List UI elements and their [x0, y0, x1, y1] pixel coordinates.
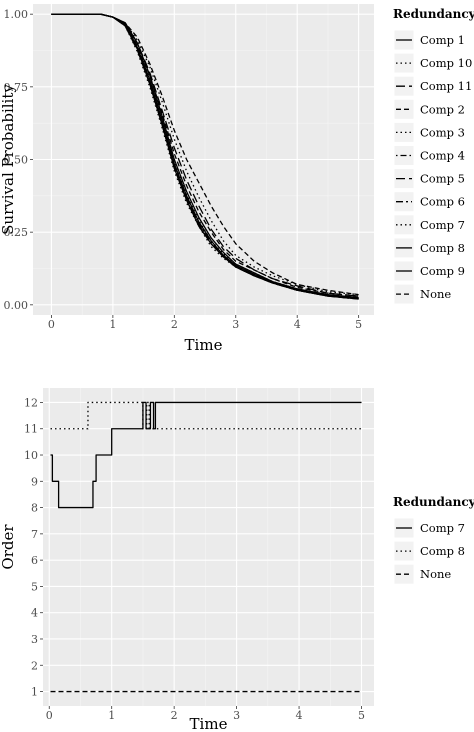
y-tick-label: 0.75: [4, 81, 29, 94]
legend-label: Comp 10: [420, 56, 472, 70]
y-tick-label: 5: [31, 580, 38, 593]
series-line-comp-6: [51, 13, 359, 300]
series-line-comp-7: [50, 401, 362, 509]
legend-key: [393, 121, 415, 143]
x-axis-title: Time: [190, 715, 228, 732]
x-tick-label: 0: [48, 318, 55, 331]
y-tick-label: 6: [31, 554, 38, 567]
y-tick-label: 0.50: [4, 154, 29, 167]
x-tick-label: 3: [233, 709, 240, 722]
legend-label: Comp 4: [420, 149, 465, 163]
y-axis-title: Order: [0, 524, 17, 570]
y-tick-label: 10: [24, 449, 38, 462]
y-tick-label: 1.00: [4, 8, 29, 21]
order-chart: 0 1 2 3 4 5123456789101112TimeOrderRedundancy…: [0, 388, 474, 732]
legend-key: [393, 52, 415, 74]
y-tick-label: 2: [31, 659, 38, 672]
y-tick-label: 0.00: [4, 299, 29, 312]
x-tick-label: 5: [358, 709, 365, 722]
y-tick-label: 12: [24, 396, 38, 409]
x-axis-title: Time: [185, 336, 223, 354]
legend-key: [393, 214, 415, 236]
legend-label: Comp 7: [420, 521, 465, 535]
legend-label: Comp 6: [420, 195, 465, 209]
legend-key: [393, 191, 415, 213]
x-tick-label: 4: [294, 318, 301, 331]
y-tick-label: 7: [31, 528, 38, 541]
legend-label: Comp 9: [420, 264, 465, 278]
y-tick-label: 0.25: [4, 226, 29, 239]
x-tick-label: 2: [171, 709, 178, 722]
y-tick-label: 3: [31, 633, 38, 646]
x-tick-label: 1: [108, 709, 115, 722]
y-tick-label: 8: [31, 502, 38, 515]
series-line-comp-8: [50, 401, 362, 430]
legend-label: Comp 1: [420, 33, 465, 47]
legend-label: Comp 2: [420, 102, 465, 116]
x-tick-label: 0: [46, 709, 53, 722]
legend-label: Comp 3: [420, 125, 465, 139]
legend-label: Comp 7: [420, 218, 465, 232]
legend-title: Redundancy: [393, 7, 474, 21]
survival-chart: 0 1 2 3 4 5 0.00 0.25 0.50 0.75 1.00 Time Survival P…: [0, 4, 474, 354]
x-tick-label: 2: [171, 318, 178, 331]
legend-label: Comp 8: [420, 544, 465, 558]
plot-panel: [43, 388, 374, 706]
x-tick-label: 3: [232, 318, 239, 331]
legend-label: None: [420, 567, 451, 581]
legend-label: Comp 5: [420, 172, 465, 186]
legend-label: Comp 8: [420, 241, 465, 255]
series-line-none: [51, 13, 359, 297]
y-tick-label: 1: [31, 686, 38, 699]
y-axis-title: Survival Probability: [0, 84, 17, 235]
y-tick-label: 9: [31, 475, 38, 488]
x-tick-label: 4: [296, 709, 303, 722]
legend-label: Comp 11: [420, 79, 472, 93]
x-tick-label: 5: [355, 318, 362, 331]
legend-label: None: [420, 287, 451, 301]
x-tick-label: 1: [109, 318, 116, 331]
legend-key: [393, 540, 415, 562]
legend-title: Redundancy: [393, 495, 474, 509]
y-tick-label: 11: [24, 423, 38, 436]
y-tick-label: 4: [31, 607, 38, 620]
